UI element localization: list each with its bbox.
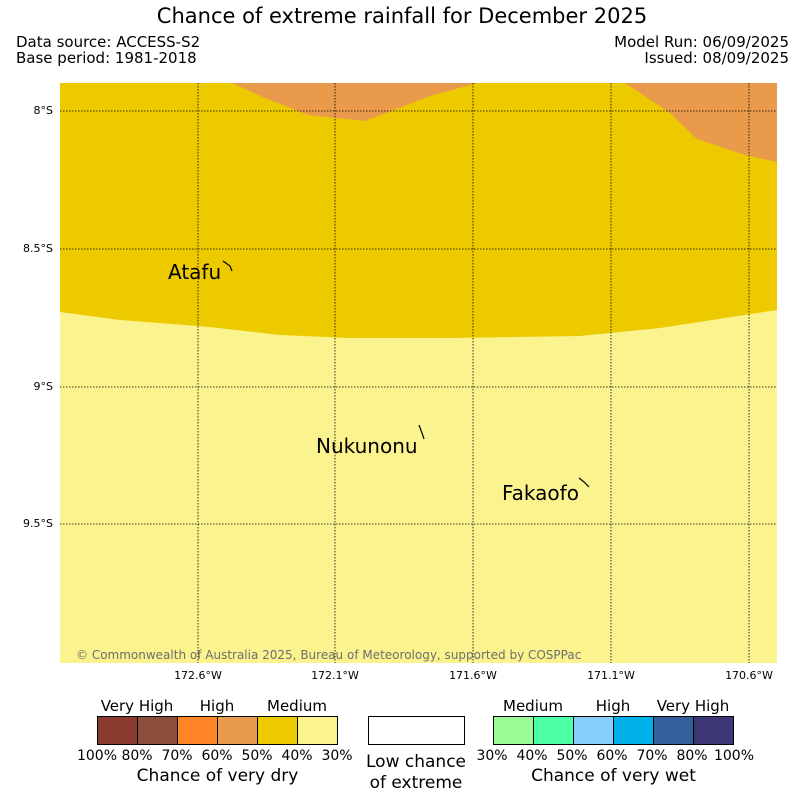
low-chance-swatch [368,716,465,745]
place-fakaofo: Fakaofo [502,481,579,505]
low-chance-line1: Low chance [366,752,466,772]
dry-swatch-70-80 [137,716,178,745]
wet-legend-header-high: High [595,697,631,715]
dry-legend-header-very-high: Very High [100,697,174,715]
wet-swatch-50-60 [573,716,614,745]
coastlines [222,260,590,488]
wet-swatch-60-70 [613,716,654,745]
dry-swatch-40-50 [257,716,298,745]
dry-swatch-60-70 [177,716,218,745]
lon-label-172-1: 172.1°W [311,669,359,682]
low-chance-line2: of extreme [369,773,463,793]
copyright-notice: © Commonwealth of Australia 2025, Bureau… [76,648,582,662]
dry-swatch-80-100 [97,716,138,745]
wet-legend-title: Chance of very wet [531,766,696,786]
lon-label-172-6: 172.6°W [174,669,222,682]
meta-right: Model Run: 06/09/2025 Issued: 08/09/2025 [614,34,789,66]
wet-swatch-80-100 [693,716,734,745]
dry-legend-title: Chance of very dry [136,766,299,786]
lat-label-9-5: 9.5°S [23,517,53,530]
nukunonu-coastline [418,424,425,440]
wet-tick-50: 50% [556,748,588,764]
map-canvas [60,83,777,663]
wet-legend-header-medium: Medium [503,697,563,715]
issued-date: Issued: 08/09/2025 [644,49,789,67]
model-run: Model Run: 06/09/2025 [614,33,789,51]
dry-tick-70: 70% [161,748,193,764]
region-dry-50-70-northeast [625,83,777,162]
dry-tick-100: 100% [76,748,118,764]
wet-tick-100: 100% [713,748,755,764]
wet-tick-30: 30% [476,748,508,764]
lat-label-9: 9°S [33,380,53,393]
base-period: Base period: 1981-2018 [16,49,197,67]
wet-tick-70: 70% [636,748,668,764]
data-source: Data source: ACCESS-S2 [16,33,201,51]
fakaofo-coastline [578,477,590,488]
lat-label-8-5: 8.5°S [23,242,53,255]
lat-label-8: 8°S [33,104,53,117]
dry-legend-header-medium: Medium [267,697,327,715]
wet-legend-header-very-high: Very High [656,697,730,715]
place-nukunonu: Nukunonu [316,434,418,458]
low-chance-label: Low chance of extreme [346,752,486,794]
atafu-coastline [222,260,233,272]
wet-swatch-30-40 [493,716,534,745]
dry-tick-50: 50% [241,748,273,764]
meta-left: Data source: ACCESS-S2 Base period: 1981… [16,34,200,66]
graticule [60,83,777,663]
dry-tick-40: 40% [281,748,313,764]
wet-tick-80: 80% [676,748,708,764]
region-dry-50-70-north [232,83,478,121]
map-title: Chance of extreme rainfall for December … [156,4,648,28]
lon-label-171-6: 171.6°W [449,669,497,682]
lon-label-171-1: 171.1°W [587,669,635,682]
wet-swatch-70-80 [653,716,694,745]
region-dry-40-50 [60,83,777,338]
dry-tick-60: 60% [201,748,233,764]
wet-tick-40: 40% [516,748,548,764]
wet-tick-60: 60% [596,748,628,764]
dry-tick-30: 30% [321,748,353,764]
dry-swatch-50-60 [217,716,258,745]
wet-swatch-40-50 [533,716,574,745]
dry-legend-header-high: High [199,697,235,715]
place-atafu: Atafu [168,260,222,284]
rainfall-map: Atafu Nukunonu Fakaofo © Commonwealth of… [60,83,777,663]
dry-tick-80: 80% [121,748,153,764]
dry-swatch-30-40 [297,716,338,745]
lon-label-170-6: 170.6°W [725,669,773,682]
